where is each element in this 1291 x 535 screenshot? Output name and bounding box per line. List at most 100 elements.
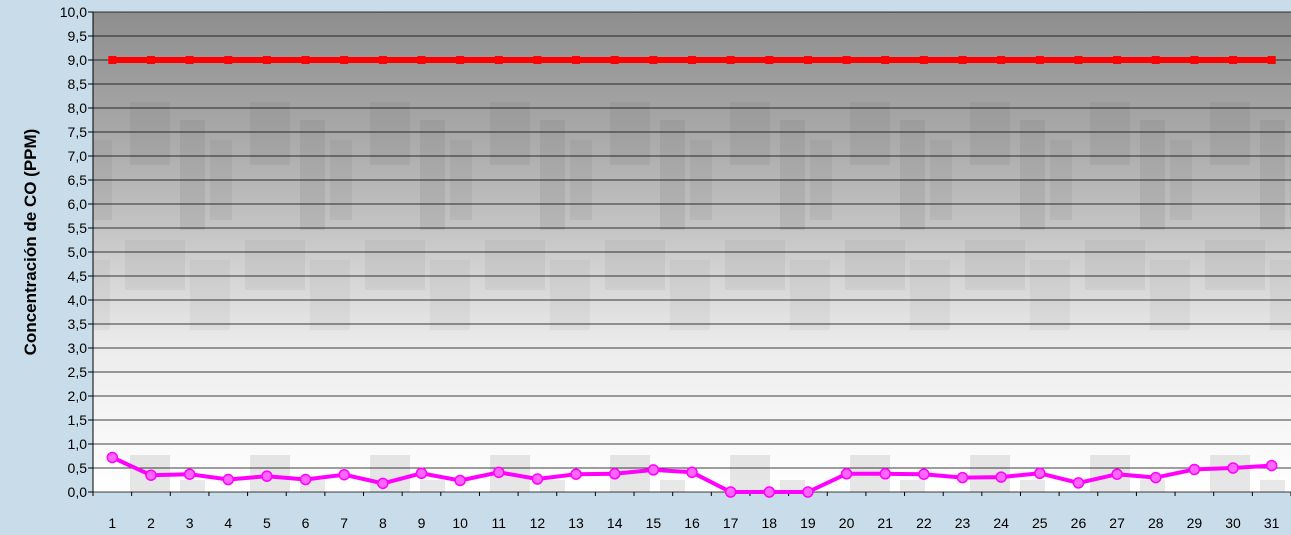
data-point [262, 56, 271, 64]
y-tick-label: 7,5 [68, 124, 88, 140]
data-point [572, 56, 581, 64]
data-point [106, 451, 119, 464]
x-tick-label: 20 [839, 515, 855, 531]
x-tick-label: 5 [263, 515, 271, 531]
data-point [1227, 462, 1239, 474]
series-1 [108, 56, 1276, 64]
x-tick-label: 11 [492, 515, 507, 531]
x-tick-label: 16 [684, 515, 700, 531]
y-tick-label: 8,0 [68, 100, 88, 116]
x-tick-label: 27 [1109, 515, 1125, 531]
data-point [340, 56, 349, 64]
data-point [608, 468, 621, 480]
data-point [261, 470, 273, 482]
data-point [338, 468, 350, 481]
data-point [1265, 459, 1278, 472]
data-point [494, 56, 503, 64]
y-tick-label: 5,5 [68, 220, 88, 236]
data-point [610, 56, 619, 64]
series-layer [106, 56, 1278, 498]
x-tick-label: 14 [607, 515, 623, 531]
data-point [456, 56, 465, 64]
data-point [1035, 56, 1044, 64]
x-tick-label: 25 [1032, 515, 1048, 531]
data-point [378, 56, 387, 64]
data-point [881, 56, 890, 64]
x-tick-label: 13 [568, 515, 584, 531]
x-tick-label: 12 [530, 515, 546, 531]
data-point [1074, 56, 1083, 64]
data-point [1190, 56, 1199, 64]
data-point [958, 56, 967, 64]
y-tick-label: 1,5 [68, 412, 88, 428]
data-point [686, 466, 698, 479]
background-photo-texture [93, 102, 1291, 492]
data-point [802, 486, 814, 498]
data-point [647, 464, 660, 476]
gridlines [92, 11, 1291, 493]
y-tick-label: 1,0 [68, 436, 88, 452]
data-point [995, 471, 1007, 483]
y-tick-label: 3,5 [68, 316, 88, 332]
data-point [726, 56, 735, 64]
y-tick-label: 8,5 [68, 76, 88, 92]
data-point [803, 56, 812, 64]
x-tick-label: 8 [379, 515, 387, 531]
x-tick-label: 3 [186, 515, 194, 531]
y-tick-label: 9,5 [68, 28, 88, 44]
x-axis-ticks: 1 2 3 4 5 6 7 8 9 10 11 12 13 14 15 16 17 18 19 20 21 22 23 24 2… [92, 492, 1291, 531]
y-tick-label: 7,0 [68, 148, 88, 164]
data-point [533, 56, 542, 64]
data-point [145, 469, 157, 481]
y-tick-label: 0,0 [68, 484, 88, 500]
y-tick-label: 10,0 [60, 4, 87, 20]
data-point [1113, 56, 1122, 64]
data-point [454, 474, 466, 487]
y-tick-label: 6,0 [68, 196, 88, 212]
data-point [146, 56, 155, 64]
x-tick-label: 6 [302, 515, 310, 531]
x-tick-label: 7 [340, 515, 348, 531]
data-point [1149, 471, 1162, 484]
data-point [224, 56, 233, 64]
data-point [724, 486, 737, 498]
data-point [108, 56, 117, 64]
data-point [842, 56, 851, 64]
x-tick-label: 15 [646, 515, 662, 531]
y-tick-label: 4,5 [68, 268, 88, 284]
data-point [531, 473, 544, 485]
data-point [879, 468, 891, 480]
y-tick-label: 5,0 [68, 244, 88, 260]
series-2 [106, 451, 1278, 498]
y-axis-label: Concentración de CO (PPM) [21, 129, 40, 356]
data-point [301, 56, 310, 64]
data-point [649, 56, 658, 64]
data-point [185, 56, 194, 64]
data-point [1151, 56, 1160, 64]
y-tick-label: 3,0 [68, 340, 88, 356]
x-tick-label: 18 [762, 515, 778, 531]
data-point [415, 467, 428, 480]
x-tick-label: 26 [1071, 515, 1087, 531]
data-point [763, 486, 776, 498]
data-point [493, 466, 505, 479]
data-point [570, 468, 582, 480]
data-point [1267, 56, 1276, 64]
x-tick-label: 4 [224, 515, 232, 531]
data-point [765, 56, 774, 64]
data-point [1111, 468, 1123, 480]
data-point [222, 473, 235, 486]
data-point [299, 473, 312, 486]
x-tick-label: 17 [723, 515, 739, 531]
x-tick-label: 29 [1187, 515, 1203, 531]
data-point [377, 477, 389, 490]
x-tick-label: 19 [800, 515, 816, 531]
data-point [919, 56, 928, 64]
data-point [1188, 463, 1201, 476]
data-point [956, 471, 969, 484]
y-tick-label: 4,0 [68, 292, 88, 308]
x-tick-label: 30 [1225, 515, 1241, 531]
y-tick-label: 0,5 [68, 460, 88, 476]
data-point [688, 56, 696, 64]
data-point [183, 468, 196, 480]
